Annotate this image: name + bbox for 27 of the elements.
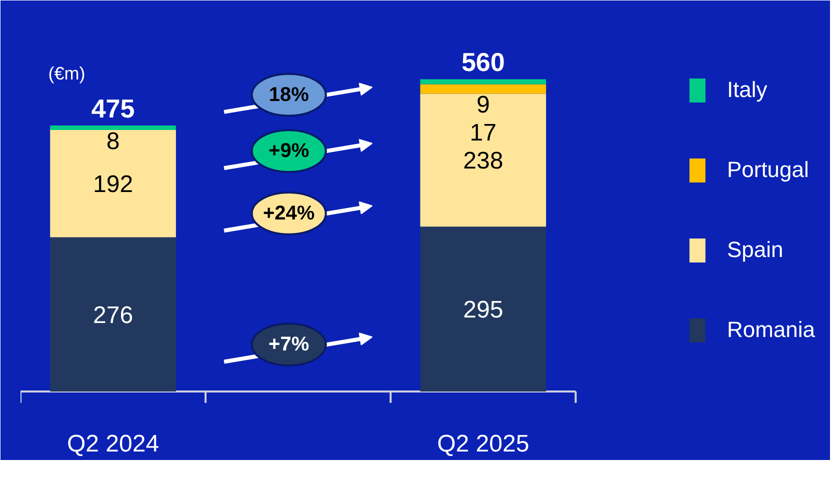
total-label: 560: [461, 47, 505, 78]
bar: [420, 84, 546, 94]
data-label: 9: [476, 92, 490, 119]
bar: [420, 79, 546, 84]
annotation: +9%: [268, 140, 310, 162]
data-label: 238: [463, 148, 504, 175]
bar: [50, 130, 176, 238]
data-label: 295: [463, 296, 504, 324]
x-tick-label: Q2 2024: [66, 430, 160, 458]
x-tick-label: Q2 2025: [437, 430, 530, 458]
data-label: 8: [106, 128, 120, 156]
legend-label: Italy: [726, 77, 768, 103]
annotation: (€m): [48, 64, 86, 84]
legend-label: Romania: [726, 317, 815, 343]
annotation: +7%: [268, 334, 310, 356]
data-label: 17: [470, 120, 496, 147]
total-label: 475: [91, 94, 135, 124]
legend-label: Spain: [726, 237, 784, 263]
annotation: 18%: [268, 84, 310, 106]
data-label: 276: [93, 302, 134, 329]
bar: [420, 94, 546, 227]
data-label: 192: [93, 171, 134, 198]
bar: [420, 226, 546, 392]
annotation: +24%: [262, 202, 315, 224]
legend-label: Portugal: [726, 157, 809, 183]
bar: [50, 126, 176, 130]
bar: [50, 237, 176, 392]
